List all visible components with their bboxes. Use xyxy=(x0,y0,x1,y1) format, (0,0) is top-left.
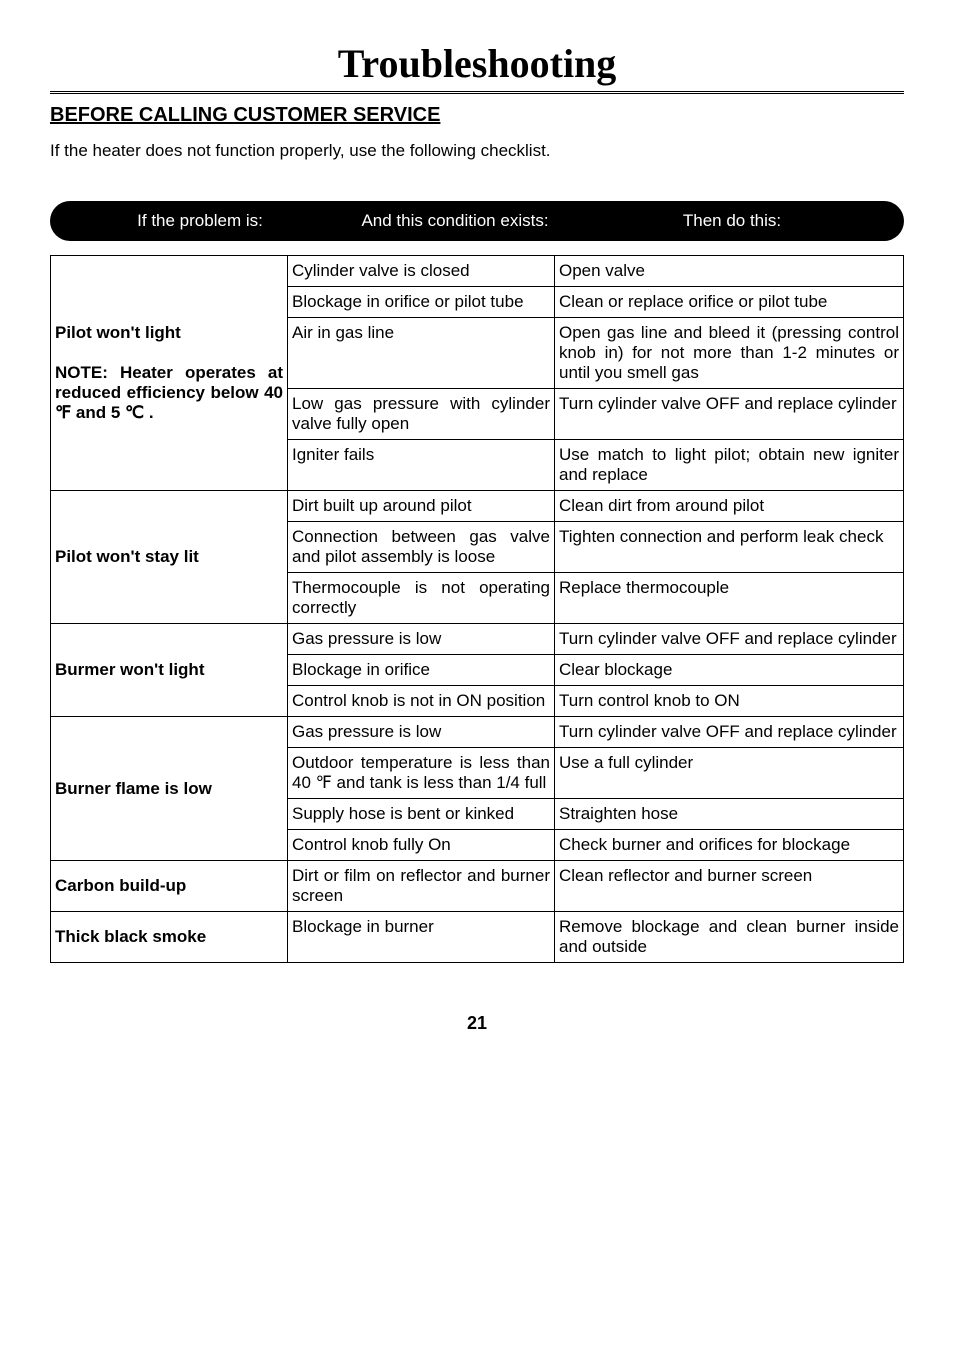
action-cell: Clean dirt from around pilot xyxy=(555,491,904,522)
header-col-condition: And this condition exists: xyxy=(320,211,590,231)
table-row: Pilot won't stay litDirt built up around… xyxy=(51,491,904,522)
action-cell: Turn cylinder valve OFF and replace cyli… xyxy=(555,624,904,655)
title-underline xyxy=(50,91,904,94)
action-cell: Straighten hose xyxy=(555,799,904,830)
condition-cell: Outdoor temperature is less than 40 ℉ an… xyxy=(288,748,555,799)
action-cell: Turn cylinder valve OFF and replace cyli… xyxy=(555,389,904,440)
header-col-action: Then do this: xyxy=(590,211,874,231)
table-header-bar: If the problem is: And this condition ex… xyxy=(50,201,904,241)
condition-cell: Blockage in orifice or pilot tube xyxy=(288,287,555,318)
condition-cell: Connection between gas valve and pilot a… xyxy=(288,522,555,573)
table-row: Burmer won't lightGas pressure is lowTur… xyxy=(51,624,904,655)
action-cell: Turn cylinder valve OFF and replace cyli… xyxy=(555,717,904,748)
condition-cell: Low gas pressure with cylinder valve ful… xyxy=(288,389,555,440)
section-subheading: BEFORE CALLING CUSTOMER SERVICE xyxy=(50,104,904,127)
condition-cell: Supply hose is bent or kinked xyxy=(288,799,555,830)
problem-cell: Carbon build-up xyxy=(51,861,288,912)
condition-cell: Blockage in burner xyxy=(288,912,555,963)
condition-cell: Gas pressure is low xyxy=(288,624,555,655)
page-number: 21 xyxy=(50,1013,904,1034)
condition-cell: Air in gas line xyxy=(288,318,555,389)
page-title: Troubleshooting xyxy=(50,40,904,87)
action-cell: Clear blockage xyxy=(555,655,904,686)
action-cell: Clean or replace orifice or pilot tube xyxy=(555,287,904,318)
table-row: Burner flame is lowGas pressure is lowTu… xyxy=(51,717,904,748)
action-cell: Use a full cylinder xyxy=(555,748,904,799)
problem-cell: Burner flame is low xyxy=(51,717,288,861)
action-cell: Clean reflector and burner screen xyxy=(555,861,904,912)
problem-cell: Pilot won't light NOTE: Heater operates … xyxy=(51,256,288,491)
condition-cell: Blockage in orifice xyxy=(288,655,555,686)
condition-cell: Dirt built up around pilot xyxy=(288,491,555,522)
troubleshooting-table: Pilot won't light NOTE: Heater operates … xyxy=(50,255,904,963)
action-cell: Replace thermocouple xyxy=(555,573,904,624)
intro-text: If the heater does not function properly… xyxy=(50,141,904,161)
action-cell: Use match to light pilot; obtain new ign… xyxy=(555,440,904,491)
problem-cell: Pilot won't stay lit xyxy=(51,491,288,624)
action-cell: Turn control knob to ON xyxy=(555,686,904,717)
header-col-problem: If the problem is: xyxy=(80,211,320,231)
condition-cell: Igniter fails xyxy=(288,440,555,491)
table-row: Thick black smokeBlockage in burnerRemov… xyxy=(51,912,904,963)
condition-cell: Control knob fully On xyxy=(288,830,555,861)
table-row: Pilot won't light NOTE: Heater operates … xyxy=(51,256,904,287)
action-cell: Tighten connection and perform leak chec… xyxy=(555,522,904,573)
table-row: Carbon build-upDirt or film on reflector… xyxy=(51,861,904,912)
action-cell: Remove blockage and clean burner inside … xyxy=(555,912,904,963)
action-cell: Open valve xyxy=(555,256,904,287)
condition-cell: Thermocouple is not operating correctly xyxy=(288,573,555,624)
problem-cell: Burmer won't light xyxy=(51,624,288,717)
condition-cell: Cylinder valve is closed xyxy=(288,256,555,287)
condition-cell: Gas pressure is low xyxy=(288,717,555,748)
condition-cell: Dirt or film on reflector and burner scr… xyxy=(288,861,555,912)
condition-cell: Control knob is not in ON position xyxy=(288,686,555,717)
action-cell: Check burner and orifices for blockage xyxy=(555,830,904,861)
action-cell: Open gas line and bleed it (pressing con… xyxy=(555,318,904,389)
problem-cell: Thick black smoke xyxy=(51,912,288,963)
